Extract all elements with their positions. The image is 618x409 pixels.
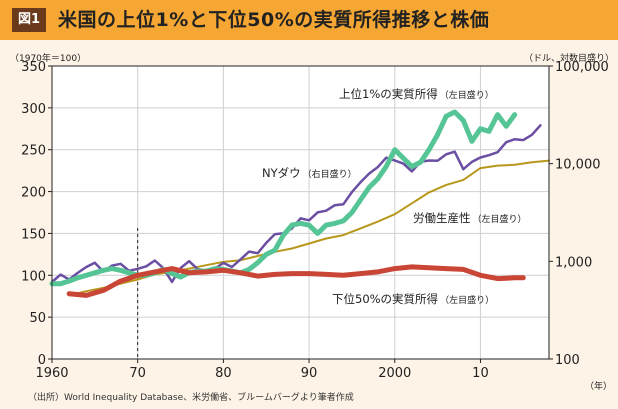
annotation-productivity: 労働生産性 （左目盛り）	[413, 211, 527, 225]
chart-title: 米国の上位1%と下位50%の実質所得推移と株価	[58, 9, 490, 31]
annotation-productivity-note: （左目盛り）	[473, 213, 527, 225]
annotation-nydow: NYダウ （右目盛り）	[262, 166, 357, 180]
annotation-nydow-name: NYダウ	[262, 166, 301, 180]
annotation-bottom50: 下位50%の実質所得 （左目盛り）	[332, 292, 494, 306]
left-tick-label-200: 200	[21, 186, 46, 201]
x-axis-ticks: 1960 70 80 90 2000 10	[35, 359, 489, 381]
annotation-top1-note: （左目盛り）	[440, 89, 494, 101]
left-axis-ticks: 0 50 100 150 200 250 300 350	[21, 60, 52, 368]
left-tick-label-350: 350	[21, 60, 46, 75]
right-tick-label-100,000: 100,000	[555, 60, 609, 75]
left-tick-label-150: 150	[21, 227, 46, 242]
right-tick-label-10,000: 10,000	[555, 158, 601, 173]
annotation-productivity-name: 労働生産性	[413, 211, 471, 225]
plot-area	[52, 66, 549, 359]
left-tick-label-50: 50	[29, 311, 46, 326]
annotation-bottom50-name: 下位50%の実質所得	[332, 292, 438, 306]
x-tick-label-70: 70	[129, 366, 146, 381]
annotation-nydow-note: （右目盛り）	[303, 168, 357, 180]
left-tick-label-0: 0	[38, 353, 46, 368]
series-line-0	[49, 109, 518, 287]
right-axis-unit: （ドル、対数目盛り）	[524, 52, 614, 64]
annotation-top1-name: 上位1%の実質所得	[339, 87, 438, 101]
right-tick-label-100: 100	[555, 353, 580, 368]
left-axis-unit: （1970年＝100）	[10, 52, 86, 64]
left-tick-label-250: 250	[21, 144, 46, 159]
figure-label: 図1	[12, 8, 46, 32]
left-tick-label-100: 100	[21, 269, 46, 284]
series-line-3	[66, 264, 526, 298]
left-tick-label-300: 300	[21, 102, 46, 117]
x-tick-label-10: 10	[472, 366, 489, 381]
x-axis-unit: （年）	[585, 380, 612, 390]
x-tick-label-2000: 2000	[378, 366, 411, 381]
right-tick-label-1,000: 1,000	[555, 255, 592, 270]
x-tick-label-80: 80	[215, 366, 232, 381]
plot-frame	[51, 65, 550, 360]
annotation-top1: 上位1%の実質所得 （左目盛り）	[339, 87, 494, 101]
chart: 0 50 100 150 200 250 300 350 100 1,000 10,000 100,…	[10, 52, 614, 390]
title-bar: 図1 米国の上位1%と下位50%の実質所得推移と株価	[0, 0, 618, 40]
source-note: （出所）World Inequality Database、米労働省、ブルームバ…	[28, 393, 354, 403]
annotation-bottom50-note: （左目盛り）	[440, 294, 494, 306]
x-tick-label-90: 90	[301, 366, 318, 381]
series-layer	[49, 109, 550, 298]
right-axis-ticks: 100 1,000 10,000 100,000	[549, 60, 609, 368]
x-tick-label-1960: 1960	[35, 366, 68, 381]
